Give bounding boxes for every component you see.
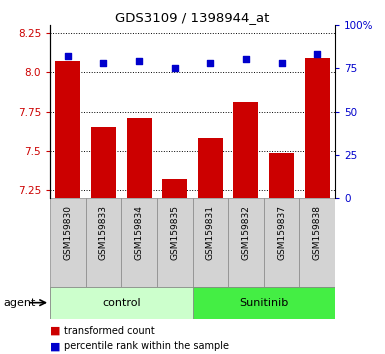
- Bar: [127, 118, 152, 198]
- Bar: [233, 102, 258, 198]
- Bar: [228, 198, 264, 287]
- Point: [100, 60, 107, 66]
- Bar: [162, 179, 187, 198]
- Text: ■: ■: [50, 341, 60, 351]
- Bar: [121, 198, 157, 287]
- Text: GSM159834: GSM159834: [135, 205, 144, 260]
- Title: GDS3109 / 1398944_at: GDS3109 / 1398944_at: [116, 11, 270, 24]
- Text: GSM159835: GSM159835: [170, 205, 179, 260]
- Point: [172, 65, 178, 71]
- Text: agent: agent: [4, 298, 36, 308]
- Bar: [264, 198, 300, 287]
- Point: [243, 57, 249, 62]
- Point: [278, 60, 285, 66]
- Bar: [50, 287, 192, 319]
- Text: GSM159832: GSM159832: [241, 205, 250, 260]
- Bar: [300, 198, 335, 287]
- Point: [65, 53, 71, 59]
- Bar: [269, 153, 294, 198]
- Text: ■: ■: [50, 326, 60, 336]
- Text: percentile rank within the sample: percentile rank within the sample: [64, 341, 229, 351]
- Bar: [192, 287, 335, 319]
- Bar: [85, 198, 121, 287]
- Bar: [305, 58, 330, 198]
- Text: control: control: [102, 298, 141, 308]
- Text: GSM159830: GSM159830: [64, 205, 72, 260]
- Bar: [55, 61, 80, 198]
- Bar: [192, 198, 228, 287]
- Text: GSM159831: GSM159831: [206, 205, 215, 260]
- Bar: [91, 127, 116, 198]
- Text: transformed count: transformed count: [64, 326, 154, 336]
- Point: [207, 60, 213, 66]
- Text: GSM159837: GSM159837: [277, 205, 286, 260]
- Bar: [50, 198, 85, 287]
- Text: GSM159838: GSM159838: [313, 205, 321, 260]
- Point: [136, 58, 142, 64]
- Bar: [157, 198, 192, 287]
- Bar: [198, 138, 223, 198]
- Point: [314, 51, 320, 57]
- Text: GSM159833: GSM159833: [99, 205, 108, 260]
- Text: Sunitinib: Sunitinib: [239, 298, 288, 308]
